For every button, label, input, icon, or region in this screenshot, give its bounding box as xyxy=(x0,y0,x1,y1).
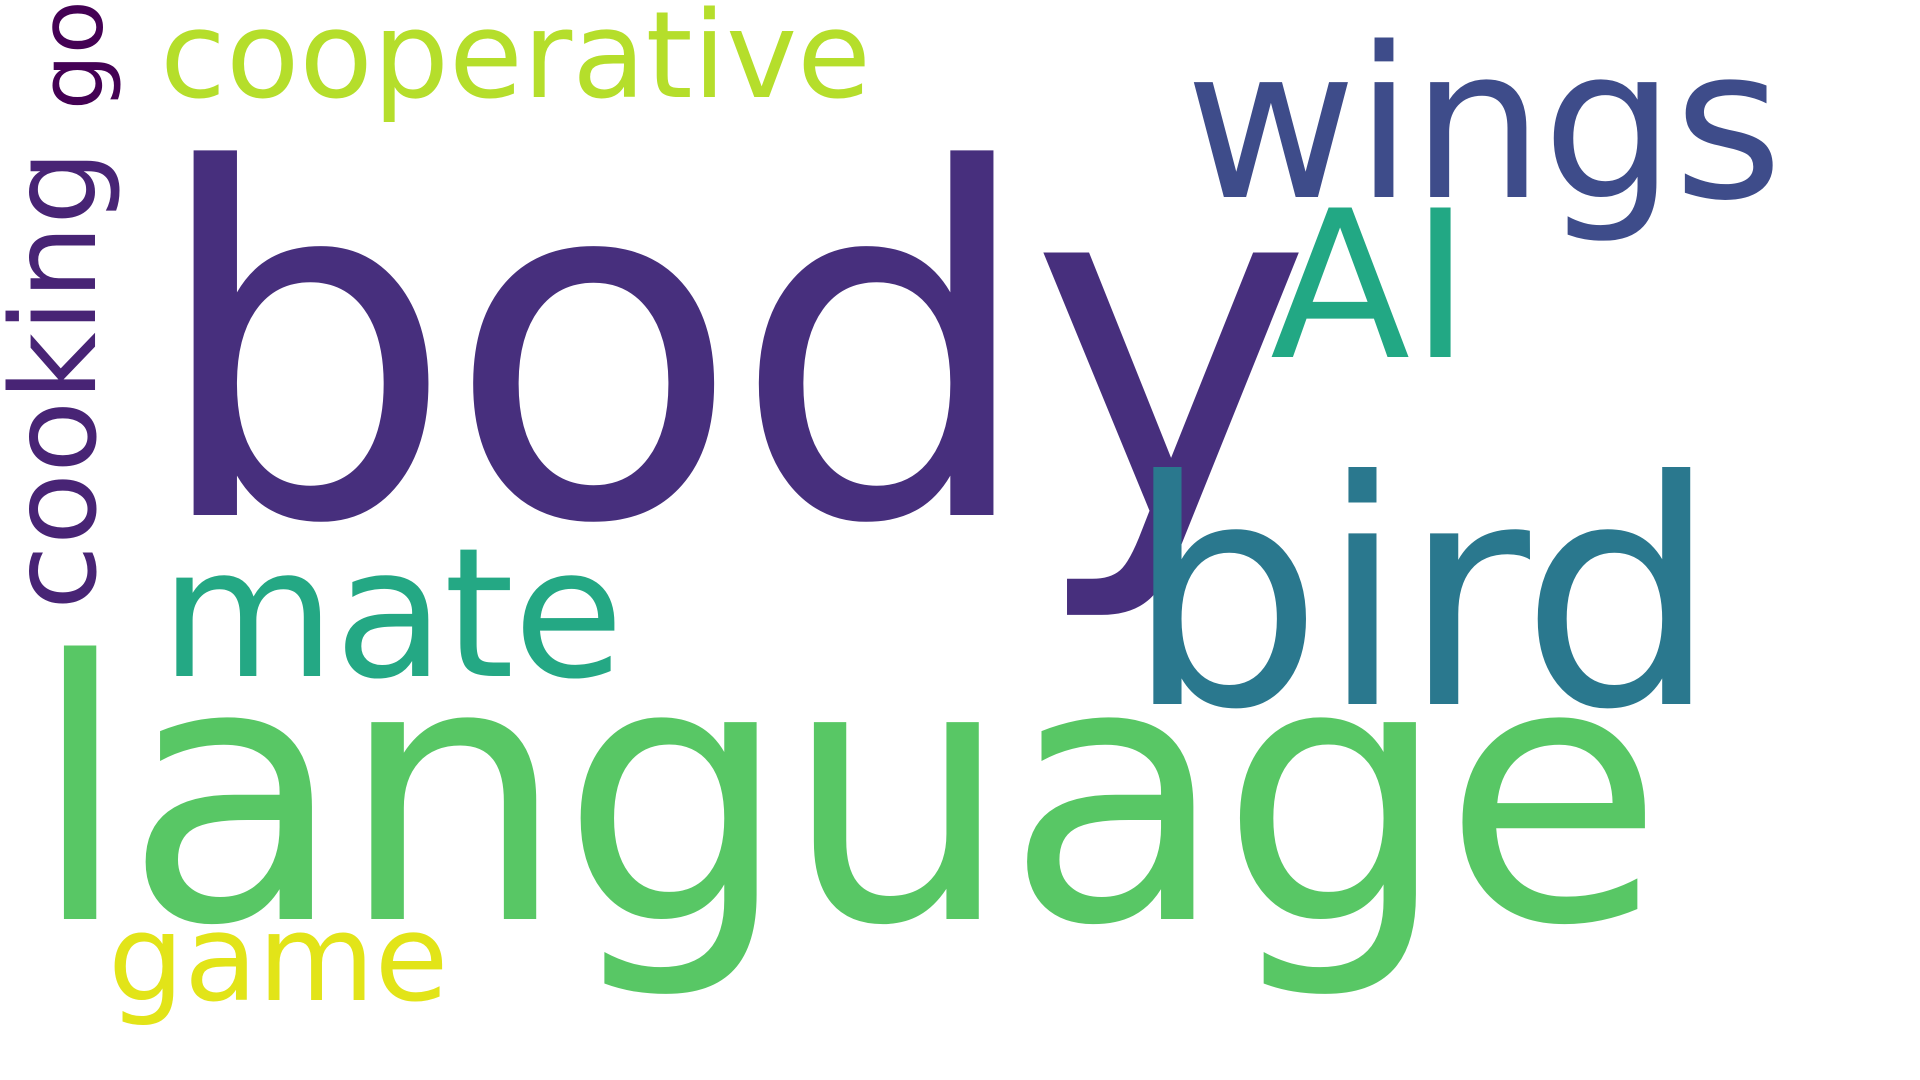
word-body: body xyxy=(150,70,1313,629)
word-cooperative: cooperative xyxy=(160,0,871,126)
word-go: go xyxy=(20,0,123,110)
word-language: language xyxy=(30,585,1664,1004)
word-cooking: cooking xyxy=(0,149,123,610)
word-game: game xyxy=(108,890,449,1029)
word-ai: AI xyxy=(1270,168,1471,406)
word-mate: mate xyxy=(160,510,624,719)
word-bird: bird xyxy=(1125,414,1719,778)
word-wings: wings xyxy=(1185,2,1783,247)
